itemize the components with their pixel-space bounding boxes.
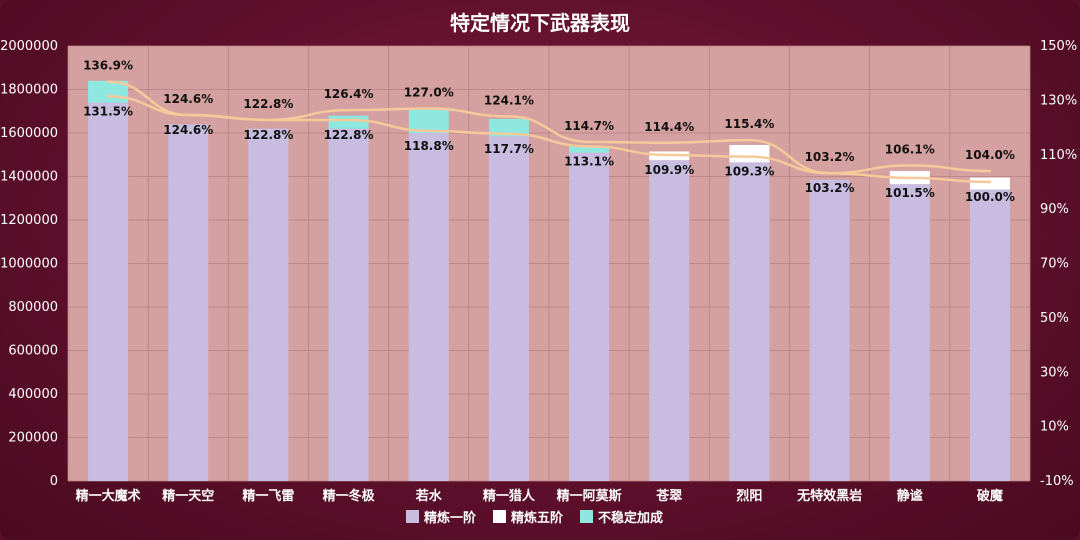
y-tick-label: 1200000 (0, 213, 58, 228)
upper-data-label: 127.0% (404, 86, 454, 100)
y-axis-right: -10% 10% 30% 50% 70% 90% 110% 130% 150% (1040, 39, 1077, 489)
chart-title: 特定情况下武器表现 (450, 11, 630, 35)
legend-label-2: 精炼五阶 (511, 510, 564, 526)
upper-data-label: 114.7% (564, 119, 614, 133)
upper-data-label: 124.1% (484, 93, 534, 107)
bar-segment-1 (649, 160, 690, 481)
lower-data-label: 113.1% (564, 154, 614, 168)
upper-data-label: 124.6% (163, 92, 213, 106)
bar-segment-1 (969, 189, 1010, 482)
legend-label-1: 精炼一阶 (424, 510, 477, 526)
y2-tick-label: 110% (1040, 148, 1077, 163)
lower-data-label: 131.5% (83, 104, 133, 118)
y-tick-label: 200000 (8, 431, 58, 446)
upper-data-label: 122.8% (243, 97, 293, 111)
x-tick-label: 精一冬极 (323, 488, 376, 504)
y2-tick-label: 30% (1040, 365, 1069, 380)
upper-data-label: 103.2% (805, 150, 855, 164)
x-tick-label: 精一天空 (162, 488, 214, 504)
upper-data-label: 106.1% (885, 142, 935, 156)
upper-data-label: 115.4% (724, 117, 774, 131)
bar-segment-1 (248, 128, 289, 481)
x-tick-label: 烈阳 (736, 489, 762, 504)
y-tick-label: 800000 (8, 300, 58, 315)
x-tick-label: 精一飞雷 (242, 488, 294, 504)
bar-segment-1 (88, 102, 129, 482)
y-tick-label: 2000000 (0, 39, 58, 54)
y-tick-label: 1400000 (0, 170, 58, 185)
y-tick-label: 400000 (8, 387, 58, 402)
x-axis: 精一大魔术 精一天空 精一飞雷 精一冬极 若水 精一猎人 精一阿莫斯 苍翠 烈阳 无特效黑岩 静谧 破… (76, 488, 1003, 504)
upper-data-label: 126.4% (324, 87, 374, 101)
x-tick-label: 静谧 (897, 488, 923, 504)
legend-swatch-1 (406, 510, 419, 523)
bar-segment-2 (729, 144, 770, 163)
bar-segment-1 (809, 179, 850, 481)
y2-tick-label: 90% (1040, 202, 1069, 217)
bar-segment-3 (569, 146, 610, 153)
upper-data-label: 104.0% (965, 148, 1015, 162)
y2-tick-label: 150% (1040, 39, 1077, 54)
lower-data-label: 124.6% (163, 123, 213, 137)
y2-tick-label: 70% (1040, 257, 1069, 272)
y2-tick-label: 50% (1040, 311, 1069, 326)
y2-tick-label: 130% (1040, 93, 1077, 108)
bar-segment-1 (328, 128, 369, 481)
data-labels: 136.9% 131.5% 124.6% 124.6% 122.8% 122.8% 126.… (83, 59, 1015, 204)
trend-line-2 (106, 95, 992, 184)
x-tick-label: 精一猎人 (483, 488, 536, 504)
y-tick-label: 0 (50, 474, 58, 489)
legend-swatch-2 (493, 510, 506, 523)
bar-segment-1 (408, 133, 449, 481)
bar-segment-3 (408, 109, 449, 133)
y-tick-label: 1800000 (0, 83, 58, 98)
x-tick-label: 精一大魔术 (76, 488, 141, 504)
y-tick-label: 600000 (8, 344, 58, 359)
y-axis-left: 0 200000 400000 600000 800000 1000000 1200000 1… (0, 39, 58, 489)
bar-segment-1 (889, 184, 930, 482)
lower-data-label: 117.7% (484, 142, 534, 156)
bar-segment-3 (488, 118, 529, 137)
x-tick-label: 精一阿莫斯 (557, 488, 622, 504)
y-tick-label: 1000000 (0, 257, 58, 272)
lower-data-label: 109.3% (724, 165, 774, 179)
upper-data-label: 136.9% (83, 59, 133, 73)
lower-data-label: 103.2% (805, 181, 855, 195)
y2-tick-label: 10% (1040, 420, 1069, 435)
x-tick-label: 无特效黑岩 (796, 488, 862, 504)
legend-label-3: 不稳定加成 (598, 510, 663, 526)
x-tick-label: 若水 (415, 488, 443, 504)
bar-segment-1 (488, 136, 529, 481)
lower-data-label: 101.5% (885, 186, 935, 200)
x-tick-label: 苍翠 (655, 488, 682, 504)
legend: 精炼一阶 精炼五阶 不稳定加成 (406, 510, 663, 526)
y2-tick-label: -10% (1040, 474, 1074, 489)
upper-data-label: 114.4% (644, 120, 694, 134)
x-tick-label: 破魔 (977, 488, 1003, 504)
lower-data-label: 109.9% (644, 163, 694, 177)
lower-data-label: 100.0% (965, 190, 1015, 204)
legend-swatch-3 (580, 510, 593, 523)
lower-data-label: 118.8% (404, 139, 454, 153)
bar-segment-1 (168, 124, 209, 482)
trend-lines (106, 80, 992, 184)
y-tick-label: 1600000 (0, 126, 58, 141)
bar-segment-3 (328, 115, 369, 129)
bars (88, 80, 1010, 482)
bar-segment-1 (729, 162, 770, 482)
bar-segment-1 (569, 152, 610, 481)
lower-data-label: 122.8% (243, 128, 293, 142)
lower-data-label: 122.8% (324, 128, 374, 142)
bar-segment-2 (969, 177, 1010, 190)
